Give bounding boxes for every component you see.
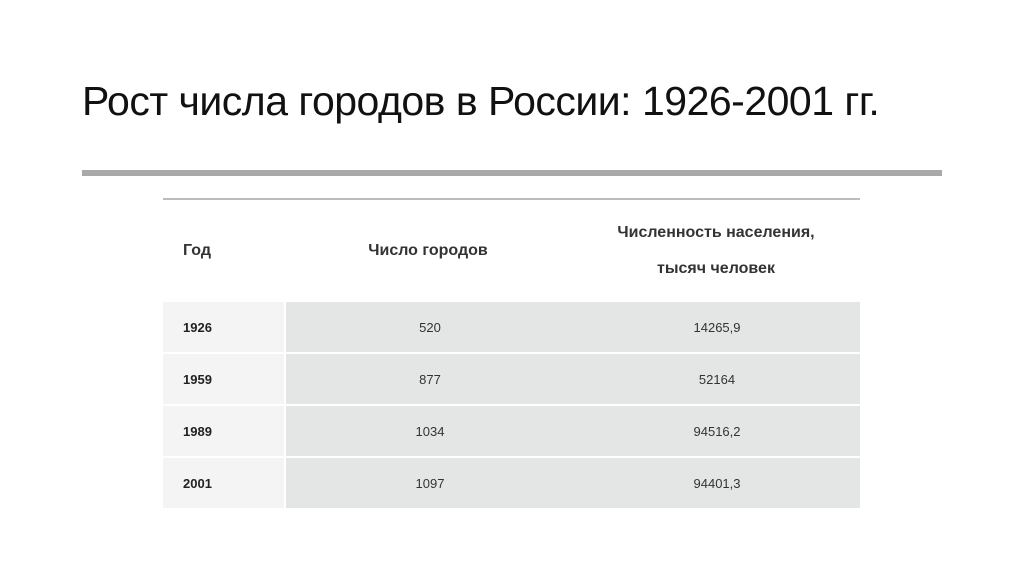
cell-year: 1959 [163, 354, 284, 404]
table-header-row: Год Число городов Численность населения,… [163, 200, 860, 302]
cell-year: 1926 [163, 302, 284, 352]
cell-population: 94401,3 [574, 458, 860, 508]
table-row: 1989 1034 94516,2 [163, 406, 860, 456]
table-top-border [163, 198, 860, 200]
cell-population: 14265,9 [574, 302, 860, 352]
header-cities: Число городов [368, 242, 488, 259]
cell-cities: 1034 [286, 406, 574, 456]
table-row: 2001 1097 94401,3 [163, 458, 860, 508]
table-row: 1926 520 14265,9 [163, 302, 860, 352]
cell-cities: 877 [286, 354, 574, 404]
header-year: Год [183, 242, 211, 259]
title-underline [82, 170, 942, 176]
cell-cities: 520 [286, 302, 574, 352]
header-population-line1: Численность населения, [617, 224, 815, 241]
cell-cities: 1097 [286, 458, 574, 508]
table-row: 1959 877 52164 [163, 354, 860, 404]
cell-population: 52164 [574, 354, 860, 404]
header-population: Численность населения, тысяч человек [572, 200, 860, 302]
header-population-line2: тысяч человек [657, 260, 775, 277]
data-table: Год Число городов Численность населения,… [163, 198, 860, 510]
slide-title: Рост числа городов в России: 1926-2001 г… [82, 78, 880, 124]
cell-year: 1989 [163, 406, 284, 456]
cell-year: 2001 [163, 458, 284, 508]
cell-population: 94516,2 [574, 406, 860, 456]
